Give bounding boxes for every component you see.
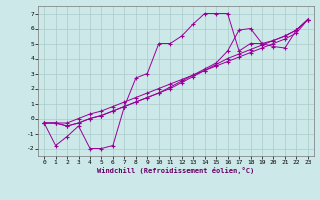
X-axis label: Windchill (Refroidissement éolien,°C): Windchill (Refroidissement éolien,°C) [97, 167, 255, 174]
